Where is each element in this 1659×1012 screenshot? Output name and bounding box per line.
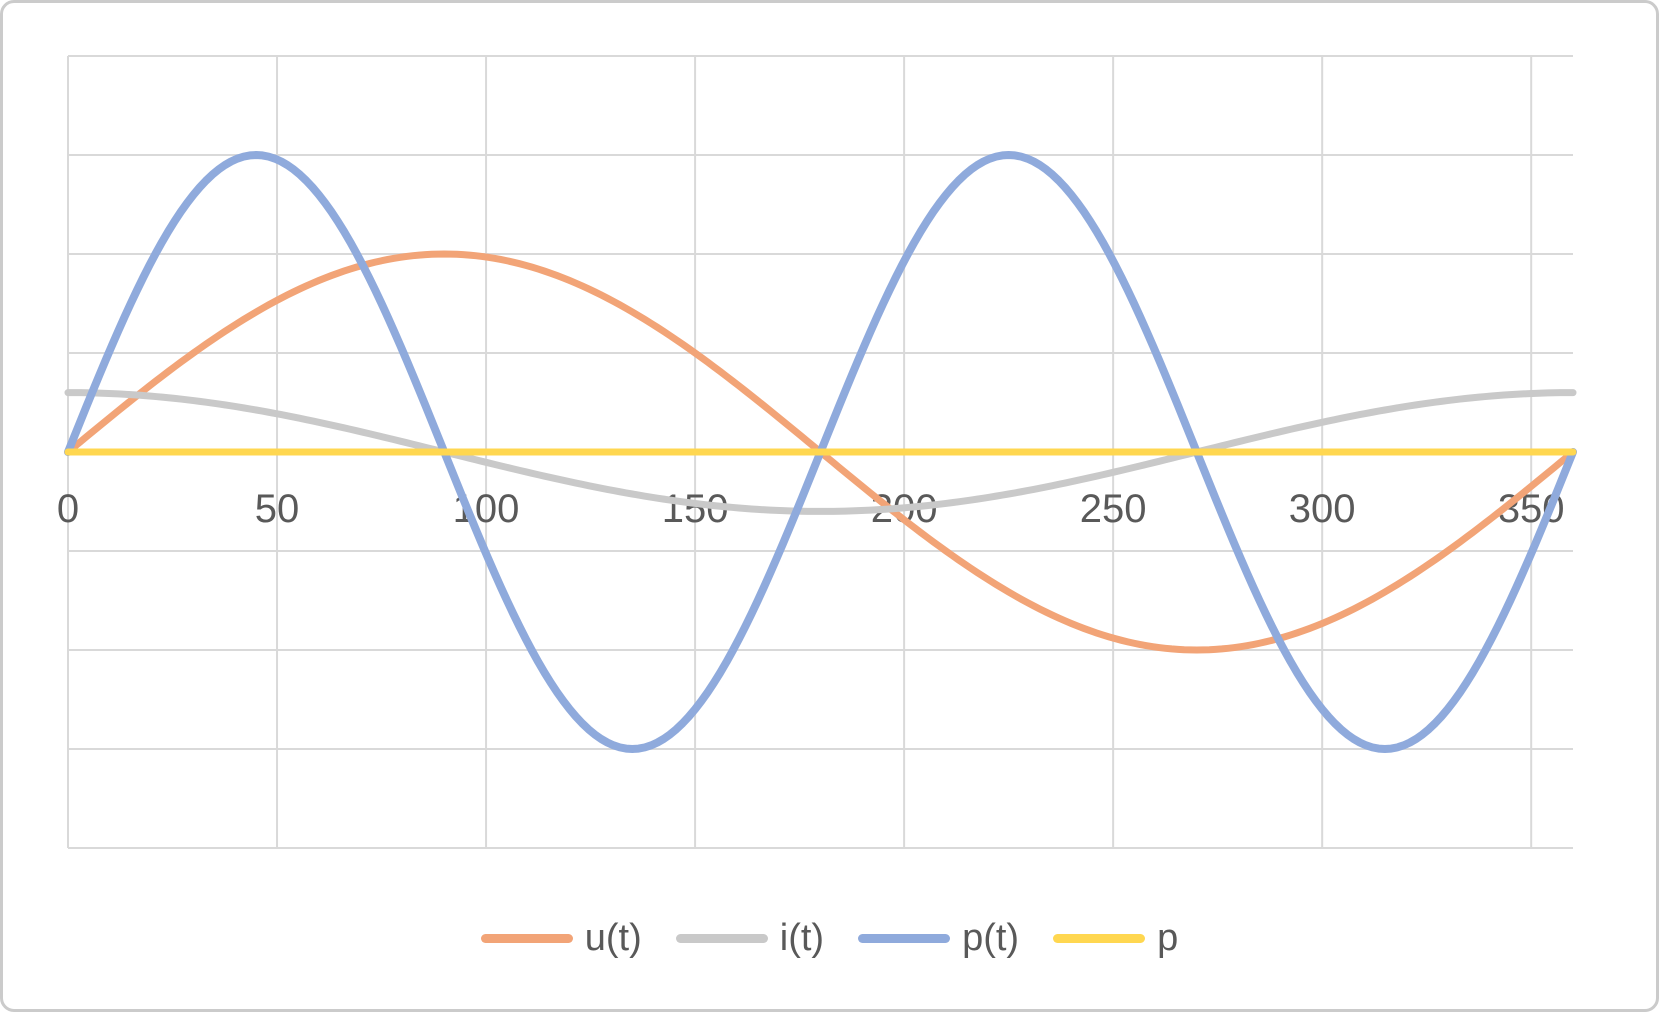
x-axis-tick-label: 50 (255, 487, 300, 531)
legend-line-swatch-icon (480, 933, 573, 943)
legend-label: u(t) (584, 917, 642, 959)
chart: 0 50 100 150 200 250 300 350 (57, 55, 1577, 849)
x-axis-tick-label: 0 (57, 487, 79, 531)
legend-item-p[interactable]: p (1053, 919, 1178, 957)
x-axis-tick-label: 300 (1289, 487, 1356, 531)
legend-item-i-t[interactable]: i(t) (675, 917, 825, 959)
legend-line-swatch-icon (675, 933, 768, 943)
legend-line-swatch-icon (1053, 933, 1146, 943)
x-axis-tick-label: 250 (1080, 487, 1147, 531)
legend-item-u-t[interactable]: u(t) (480, 917, 642, 959)
legend-line-swatch-icon (858, 933, 951, 943)
legend-label: p(t) (962, 917, 1020, 959)
series-line-i-t (64, 389, 1577, 515)
series-lines (64, 151, 1577, 753)
legend-item-p-t[interactable]: p(t) (858, 919, 1019, 957)
legend: u(t) i(t) p(t) p (3, 909, 1656, 967)
legend-label: p (1157, 917, 1179, 959)
legend-label: i(t) (779, 917, 825, 959)
